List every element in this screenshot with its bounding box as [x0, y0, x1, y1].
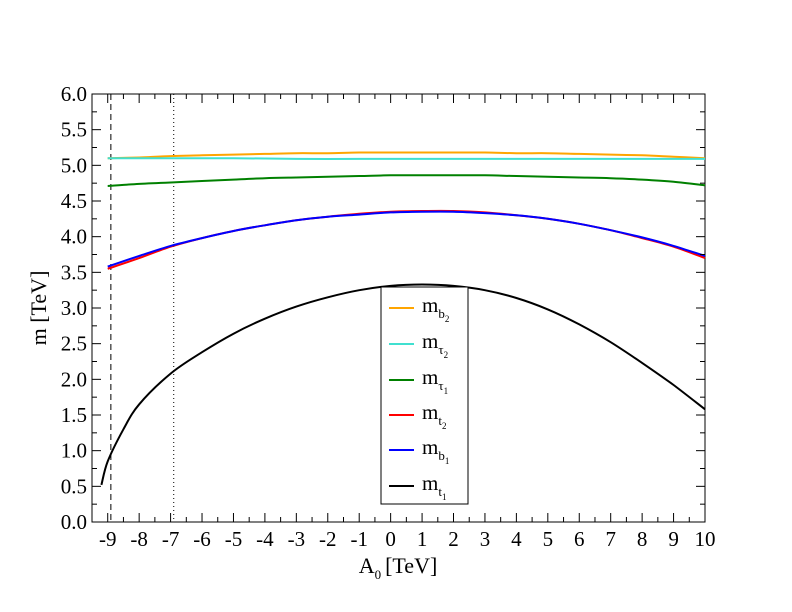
legend-entry: mb2	[422, 293, 449, 324]
x-tick-label: 6	[574, 527, 585, 551]
legend-entry: mt2	[422, 400, 446, 431]
x-axis-title: A0 [TeV]	[359, 553, 438, 582]
reference-lines	[110, 94, 175, 522]
y-tick-label: 3.0	[61, 296, 87, 320]
x-tick-label: 4	[511, 527, 522, 551]
x-axis: -9 -8 -7 -6 -5 -4 -3 -2 -1 0 1 2 3 4 5 6 7 8 9 10	[99, 94, 716, 551]
y-tick-label: 2.5	[61, 332, 87, 356]
x-tick-label: 9	[668, 527, 679, 551]
x-tick-label: 10	[695, 527, 716, 551]
series-line-b1	[107, 210, 706, 268]
y-tick-label: 5.5	[61, 118, 87, 142]
legend-entry: mb1	[422, 435, 449, 466]
series-line-τ1	[107, 174, 706, 187]
x-tick-label: -6	[193, 527, 211, 551]
y-axis-title: m [TeV]	[26, 271, 51, 346]
x-tick-label: -9	[99, 527, 117, 551]
y-tick-label: 5.0	[61, 153, 87, 177]
x-tick-label: -3	[288, 527, 306, 551]
x-tick-label: -2	[319, 527, 337, 551]
y-tick-label: 1.0	[61, 439, 87, 463]
series-layer	[100, 151, 706, 486]
x-tick-label: -5	[225, 527, 243, 551]
x-tick-label: 8	[637, 527, 648, 551]
legend-entry: mt1	[422, 471, 446, 502]
x-tick-label: 7	[605, 527, 616, 551]
x-tick-label: 0	[385, 527, 396, 551]
x-tick-label: -4	[256, 527, 274, 551]
x-tick-label: 3	[480, 527, 491, 551]
x-tick-label: 5	[543, 527, 554, 551]
x-tick-label: -7	[162, 527, 180, 551]
legend: mb2 mτ2 mτ1 mt2 mb1 mt1	[380, 286, 469, 505]
series-line-b2	[107, 151, 706, 160]
x-tick-label: 1	[417, 527, 428, 551]
y-tick-label: 0.0	[61, 510, 87, 534]
legend-entry: mτ2	[422, 329, 448, 360]
x-tick-label: -1	[350, 527, 368, 551]
series-line-t1	[100, 283, 706, 486]
y-tick-label: 0.5	[61, 474, 87, 498]
y-tick-label: 4.0	[61, 225, 87, 249]
y-tick-label: 1.5	[61, 403, 87, 427]
y-axis: 0.0 0.5 1.0 1.5 2.0 2.5 3.0 3.5 4.0 4.5 5.0 5.5 6.0	[61, 82, 705, 534]
series-line-τ2	[107, 157, 705, 160]
y-tick-label: 4.5	[61, 189, 87, 213]
y-tick-label: 2.0	[61, 367, 87, 391]
x-tick-label: 2	[448, 527, 459, 551]
x-tick-label: -8	[130, 527, 148, 551]
legend-entry: mτ1	[422, 365, 448, 396]
legend-box	[380, 286, 469, 505]
y-tick-label: 6.0	[61, 82, 87, 106]
y-tick-label: 3.5	[61, 260, 87, 284]
